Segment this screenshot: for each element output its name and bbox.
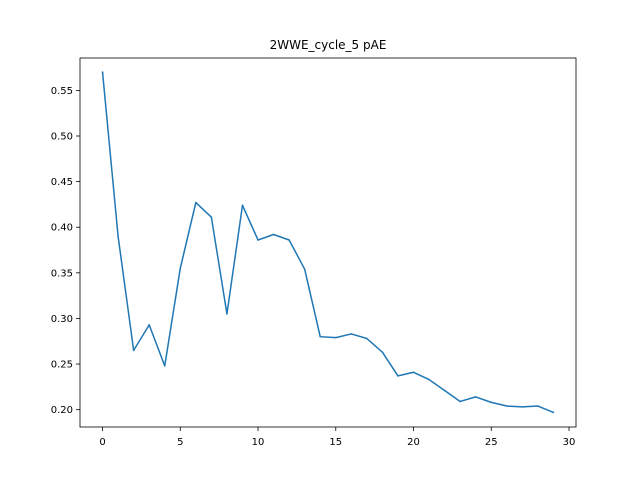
data-point [334, 336, 337, 339]
data-point [490, 401, 493, 404]
data-point [443, 389, 446, 392]
data-point [397, 375, 399, 377]
x-axis-ticks: 0 5 10 15 20 25 30 [99, 427, 575, 448]
y-tick-label: 0.35 [51, 268, 73, 279]
axes-frame [79, 57, 577, 428]
data-point [195, 201, 197, 204]
data-point [521, 406, 524, 408]
data-point [474, 396, 477, 398]
data-point [163, 365, 166, 367]
data-point [117, 235, 119, 238]
x-tick-label: 25 [485, 437, 498, 448]
series-line [101, 71, 555, 414]
data-point [272, 233, 275, 236]
data-points [101, 71, 555, 414]
y-tick-label: 0.30 [51, 314, 73, 325]
data-point [552, 411, 555, 414]
x-tick-label: 5 [177, 437, 183, 448]
data-point [319, 335, 322, 338]
data-point [350, 333, 353, 335]
data-point [412, 371, 415, 374]
axes: 0 5 10 15 20 25 30 0.20 0.25 0.30 0.35 0.40 0.45 0.5… [51, 57, 577, 448]
x-tick-label: 15 [329, 437, 342, 448]
data-point [459, 400, 461, 403]
data-point [241, 204, 244, 207]
data-point [101, 71, 104, 73]
data-point [179, 267, 182, 270]
plot-area [101, 71, 555, 414]
x-tick-label: 20 [407, 437, 420, 448]
y-axis-ticks: 0.20 0.25 0.30 0.35 0.40 0.45 0.50 0.55 [51, 86, 80, 416]
x-tick-label: 0 [99, 437, 105, 448]
data-point [366, 337, 368, 340]
data-point [381, 351, 384, 353]
chart-title: 2WWE_cycle_5 pAE [270, 38, 387, 52]
y-tick-label: 0.40 [51, 223, 73, 234]
data-point [148, 324, 150, 326]
data-point [303, 268, 306, 270]
x-tick-label: 30 [563, 437, 576, 448]
data-point [210, 216, 213, 218]
y-tick-label: 0.25 [51, 360, 73, 371]
data-point [428, 378, 430, 381]
y-tick-label: 0.45 [51, 177, 73, 188]
y-tick-label: 0.20 [51, 405, 73, 416]
y-tick-label: 0.55 [51, 86, 73, 97]
x-tick-label: 10 [252, 437, 265, 448]
data-point [226, 313, 228, 315]
data-point [257, 239, 259, 241]
data-point [537, 405, 539, 407]
data-point [506, 405, 508, 407]
y-tick-label: 0.50 [51, 131, 73, 142]
data-point [132, 349, 135, 352]
data-point [288, 239, 290, 241]
